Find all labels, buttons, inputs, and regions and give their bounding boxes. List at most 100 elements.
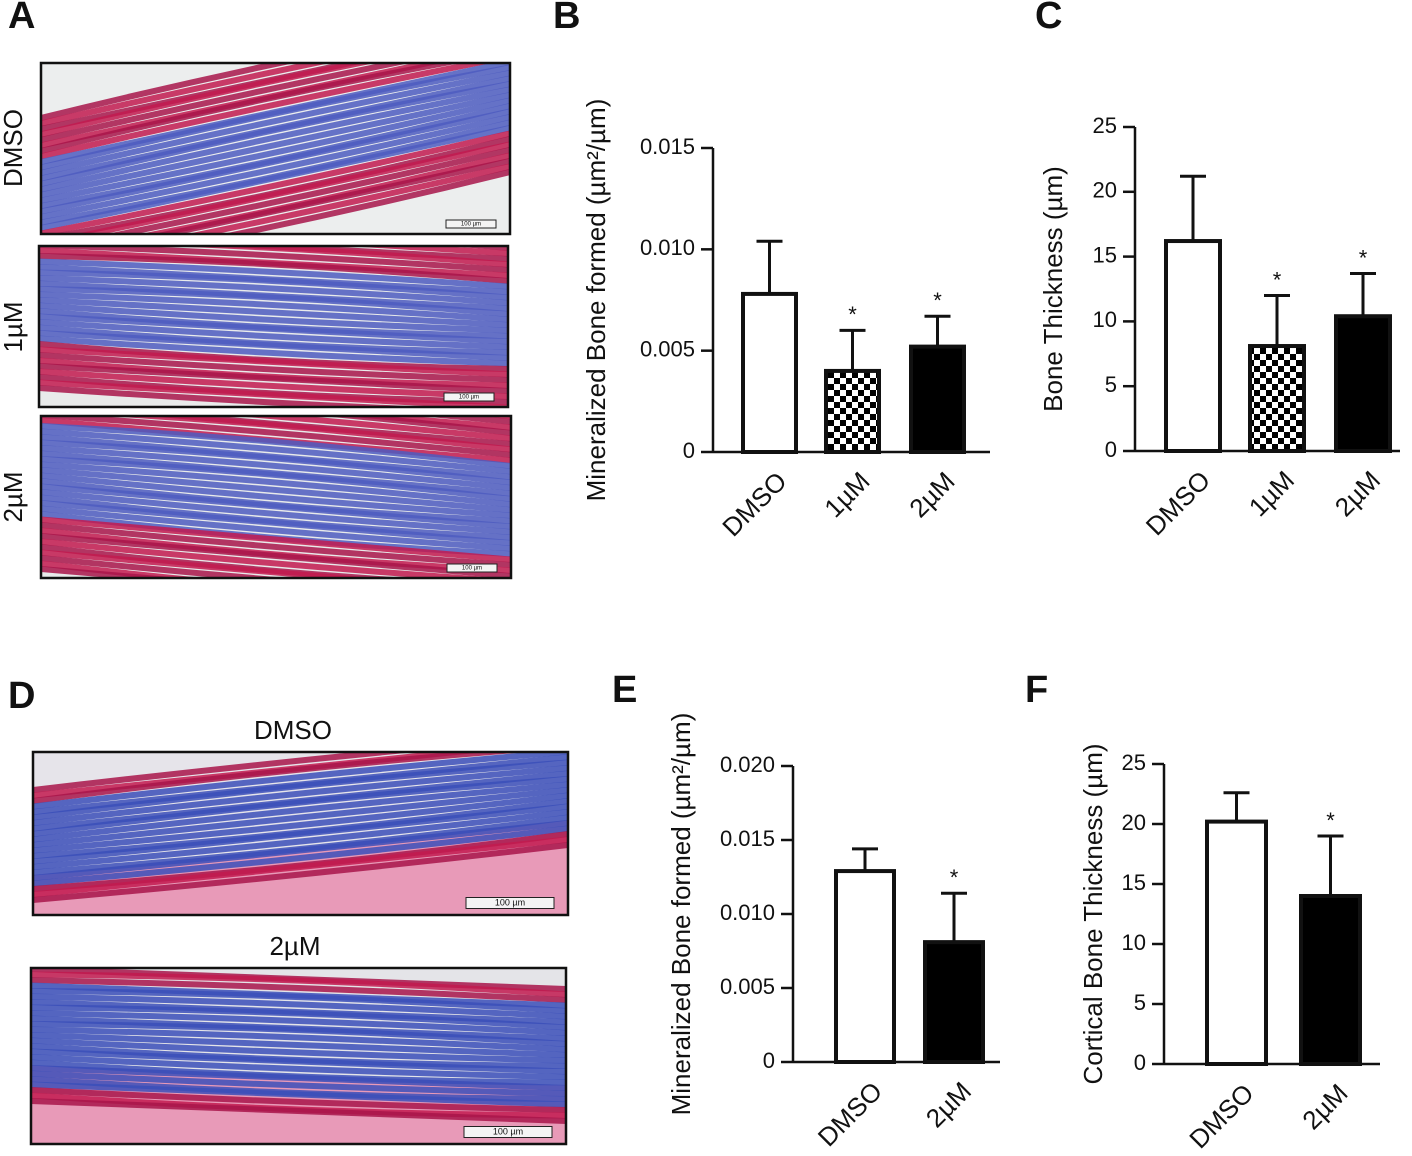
scale-bar-label: 100 µm <box>461 222 481 228</box>
tissue-stripe <box>31 1098 566 1124</box>
tissue-stripe <box>39 379 508 407</box>
y-tick-label: 0 <box>683 438 695 463</box>
tissue-stripe <box>31 1054 566 1080</box>
tissue-stripe <box>33 752 529 804</box>
significance-marker: * <box>848 302 857 327</box>
micrograph <box>33 752 568 915</box>
tissue-stripe <box>106 147 510 234</box>
panel-label: E <box>612 669 637 711</box>
tissue-stripe <box>41 516 511 563</box>
micrograph-frame <box>29 966 568 1146</box>
tissue-stripe <box>33 752 568 810</box>
tissue-stripe <box>31 971 566 998</box>
tissue-stripe <box>41 549 377 578</box>
x-tick-label: DMSO <box>1140 465 1216 541</box>
tissue-stripe <box>31 988 566 1014</box>
tissue-stripe <box>344 246 508 257</box>
tissue-stripe <box>31 1065 566 1091</box>
micrograph-label: DMSO <box>0 109 28 187</box>
significance-marker: * <box>933 288 942 313</box>
scale-bar-label: 100 µm <box>459 395 479 401</box>
tissue-stripe <box>41 97 510 204</box>
tissue-stripe <box>39 302 508 334</box>
significance-marker: * <box>1359 245 1368 270</box>
y-tick-label: 10 <box>1122 930 1146 955</box>
micrograph-frame <box>37 244 510 409</box>
tissue-stripe <box>39 253 508 284</box>
panel-label: A <box>8 0 35 37</box>
y-axis-label: Mineralized Bone formed (µm²/µm) <box>666 713 696 1116</box>
tissue-stripe <box>33 809 568 870</box>
bar <box>741 291 798 455</box>
tissue-stripe <box>41 461 511 508</box>
tissue-stripe <box>39 286 508 317</box>
tissue-stripe <box>39 330 508 361</box>
tissue-stripe <box>41 423 511 469</box>
tissue-stripe <box>33 765 568 826</box>
y-axis-label: Bone Thickness (µm) <box>1038 166 1068 412</box>
y-tick-label: 0.015 <box>720 826 775 851</box>
micrograph-label: 2µM <box>0 471 28 522</box>
tissue-stripe <box>41 445 511 491</box>
tissue-stripe <box>41 416 511 458</box>
y-axis-label: Mineralized Bone formed (µm²/µm) <box>581 99 611 502</box>
panel-label: C <box>1035 0 1062 37</box>
tissue-stripe <box>162 246 508 268</box>
tissue-stripe <box>31 1021 566 1047</box>
x-tick-label: DMSO <box>812 1076 888 1152</box>
tissue-stripe <box>31 1070 566 1097</box>
scale-bar <box>446 563 498 573</box>
bar <box>1248 344 1306 453</box>
tissue-stripe <box>39 291 508 323</box>
scale-bar-label: 100 µm <box>495 897 525 907</box>
y-tick-label: 15 <box>1093 242 1117 267</box>
tissue-stripe <box>31 1004 566 1031</box>
significance-marker: * <box>950 865 959 890</box>
tissue-stripe <box>39 319 508 350</box>
micrograph-frame <box>39 61 512 236</box>
tissue-stripe <box>39 385 432 407</box>
bar <box>824 368 881 454</box>
micrograph-frame <box>31 750 570 917</box>
tissue-stripe <box>31 1081 566 1108</box>
tissue-stripe <box>33 803 568 865</box>
x-tick-label: 2µM <box>1296 1078 1353 1135</box>
tissue-stripe <box>39 269 508 301</box>
tissue-stripe <box>39 297 508 328</box>
y-tick-label: 10 <box>1093 307 1117 332</box>
micrograph <box>39 246 508 407</box>
tissue-stripe <box>31 1032 566 1058</box>
x-tick-label: 1µM <box>818 466 875 523</box>
scale-bar <box>443 392 495 402</box>
tissue-stripe <box>39 246 508 273</box>
tissue-stripe <box>41 63 462 154</box>
tissue-stripe <box>39 352 508 383</box>
y-tick-label: 20 <box>1122 810 1146 835</box>
y-tick-label: 0 <box>763 1048 775 1073</box>
tissue-stripe <box>41 92 510 198</box>
y-tick-label: 25 <box>1093 113 1117 138</box>
y-tick-label: 5 <box>1134 990 1146 1015</box>
scale-bar <box>463 1126 553 1138</box>
tissue-stripe <box>39 363 508 394</box>
x-tick-label: 2µM <box>920 1076 977 1133</box>
tissue-stripe <box>321 416 511 436</box>
tissue-stripe <box>41 505 511 552</box>
micrograph-label: DMSO <box>254 715 332 745</box>
tissue-stripe <box>41 63 331 127</box>
y-tick-label: 0.020 <box>720 752 775 777</box>
tissue-stripe <box>41 130 510 234</box>
tissue-stripe <box>103 416 511 453</box>
tissue-stripe <box>39 346 508 378</box>
tissue-stripe <box>340 416 511 431</box>
x-tick-label: DMSO <box>716 466 792 542</box>
tissue-stripe <box>41 439 511 486</box>
panel-label: D <box>8 675 35 717</box>
tissue-stripe <box>41 428 511 475</box>
tissue-stripe <box>33 820 568 881</box>
bar <box>923 940 985 1064</box>
y-tick-label: 0.005 <box>640 336 695 361</box>
bar <box>1334 314 1392 453</box>
micrograph-frame <box>39 414 513 580</box>
